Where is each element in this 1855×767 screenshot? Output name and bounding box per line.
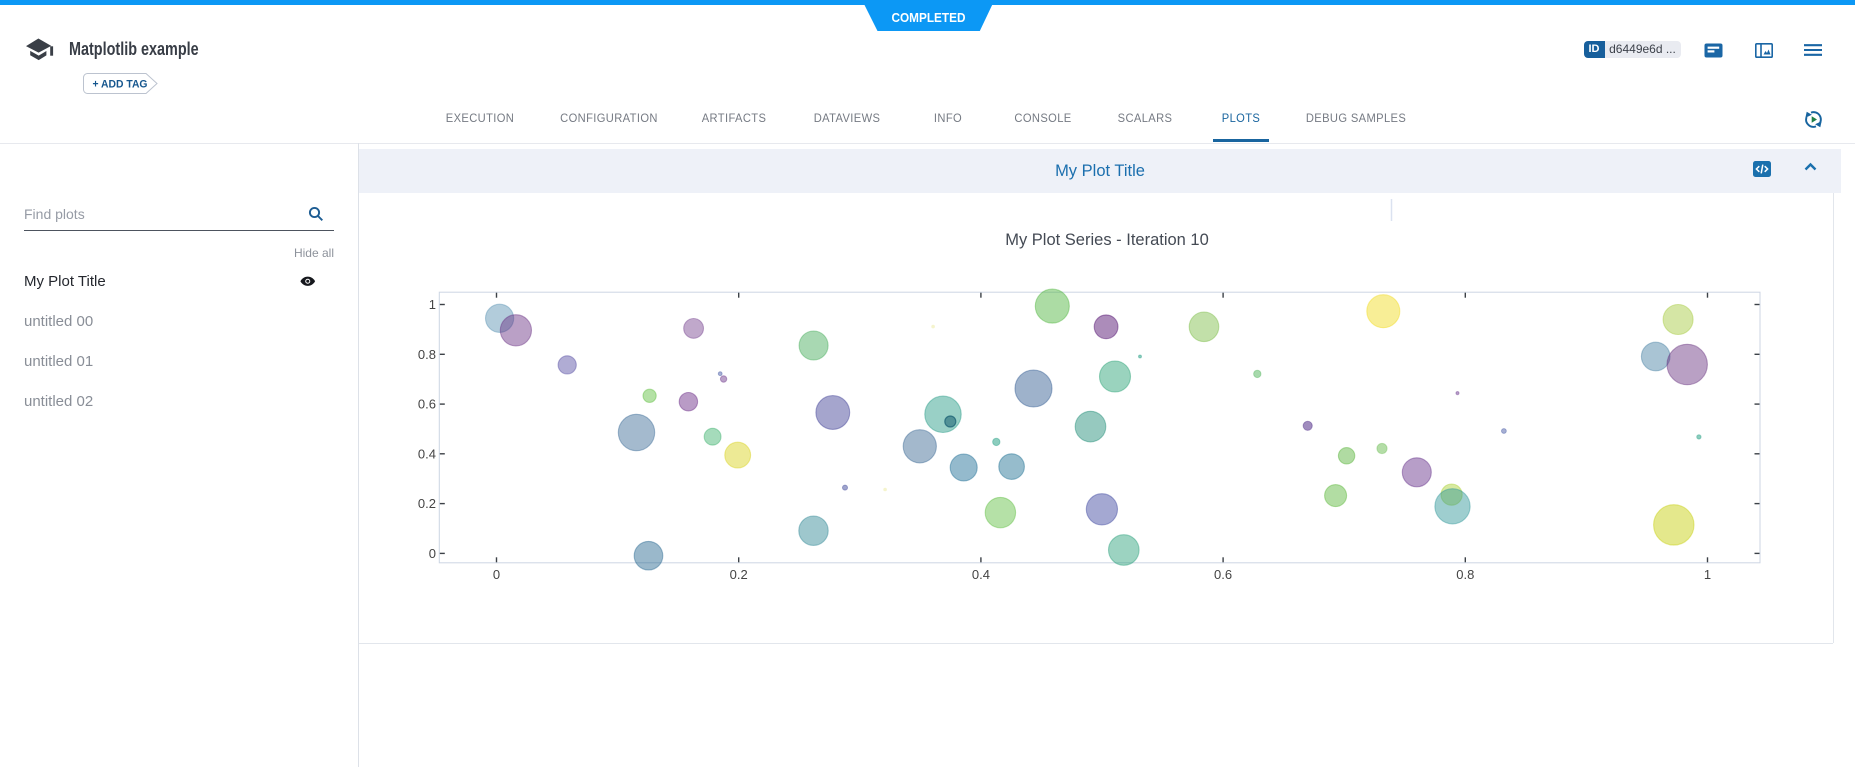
svg-text:0.8: 0.8 — [418, 347, 436, 362]
svg-text:0.4: 0.4 — [418, 446, 436, 461]
svg-text:0: 0 — [429, 546, 436, 561]
svg-text:0.6: 0.6 — [418, 397, 436, 412]
svg-text:My Plot Series - Iteration 10: My Plot Series - Iteration 10 — [1005, 231, 1209, 249]
svg-text:COMPLETED: COMPLETED — [892, 10, 966, 25]
svg-text:0.6: 0.6 — [1214, 567, 1232, 582]
svg-text:1: 1 — [1704, 567, 1711, 582]
svg-text:1: 1 — [429, 297, 436, 312]
svg-text:0: 0 — [493, 567, 500, 582]
svg-text:0.2: 0.2 — [418, 496, 436, 511]
svg-text:+ ADD TAG: + ADD TAG — [93, 78, 148, 90]
svg-text:0.2: 0.2 — [730, 567, 748, 582]
svg-text:0.4: 0.4 — [972, 567, 990, 582]
svg-text:0.8: 0.8 — [1456, 567, 1474, 582]
